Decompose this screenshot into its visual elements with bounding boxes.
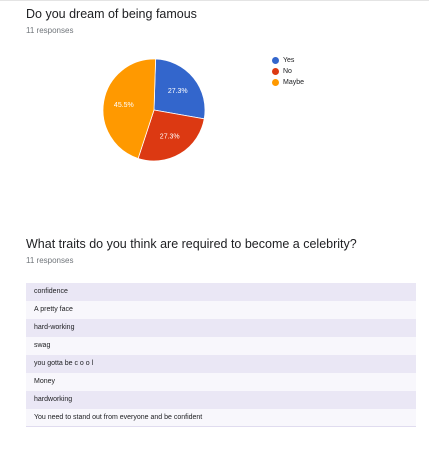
legend-item-maybe: Maybe [272, 77, 304, 88]
pie-slice-yes [153, 58, 206, 120]
legend-item-yes: Yes [272, 55, 304, 66]
list-item: hard-working [26, 319, 416, 337]
slice-value-label: 27.3% [160, 134, 180, 141]
list-item: confidence [26, 283, 416, 301]
legend-label: Yes [283, 57, 295, 64]
list-item: you gotta be c o o l [26, 355, 416, 373]
pie-slice-maybe [102, 58, 157, 159]
legend-label: Maybe [283, 79, 305, 86]
list-item: swag [26, 337, 416, 355]
list-item: Money [26, 373, 416, 391]
divider [0, 0, 429, 1]
pie-chart: 27.3% 27.3% 45.5% [102, 58, 206, 162]
question-title: What traits do you think are required to… [26, 237, 357, 251]
list-item: You need to stand out from everyone and … [26, 409, 416, 427]
legend-swatch-icon [272, 57, 279, 64]
legend-item-no: No [272, 66, 304, 77]
pie-slice-no [137, 109, 205, 162]
answer-list: confidence A pretty face hard-working swag y… [26, 283, 416, 427]
legend-swatch-icon [272, 68, 279, 75]
legend-label: No [283, 68, 292, 75]
response-count: 11 responses [26, 26, 74, 35]
legend-swatch-icon [272, 79, 279, 86]
list-item: A pretty face [26, 301, 416, 319]
list-item: hardworking [26, 391, 416, 409]
chart-legend: Yes No Maybe [272, 55, 304, 88]
question-title: Do you dream of being famous [26, 7, 197, 21]
slice-value-label: 27.3% [168, 88, 188, 95]
slice-value-label: 45.5% [114, 102, 134, 109]
response-count: 11 responses [26, 256, 74, 265]
